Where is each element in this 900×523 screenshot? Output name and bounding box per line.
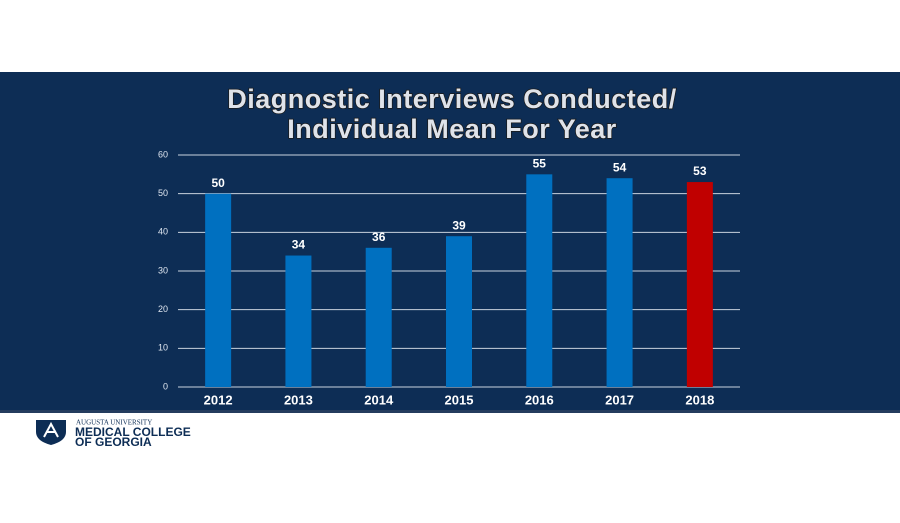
college-name: OF GEORGIA <box>75 435 152 449</box>
bar <box>606 178 633 387</box>
band-edge <box>0 410 900 413</box>
x-tick-label: 2014 <box>364 392 394 407</box>
x-tick-label: 2012 <box>204 392 233 407</box>
y-tick-label: 50 <box>158 188 168 198</box>
chart-title: Diagnostic Interviews Conducted/ <box>227 84 677 114</box>
logo: AUGUSTA UNIVERSITY MEDICAL COLLEGE OF GE… <box>36 419 191 449</box>
bar <box>446 236 472 387</box>
value-label: 50 <box>211 176 225 190</box>
y-tick-label: 0 <box>163 381 168 391</box>
value-label: 53 <box>693 164 707 178</box>
bar <box>365 247 392 387</box>
college-name: MEDICAL COLLEGE <box>75 425 191 439</box>
value-label: 54 <box>613 160 627 174</box>
y-tick-label: 10 <box>158 343 168 353</box>
x-tick-label: 2017 <box>605 392 634 407</box>
x-tick-label: 2016 <box>525 392 554 407</box>
y-tick-label: 20 <box>158 304 168 314</box>
x-tick-label: 2018 <box>685 392 714 407</box>
value-label: 34 <box>292 238 306 252</box>
bar <box>205 193 232 387</box>
y-tick-label: 40 <box>158 227 168 237</box>
x-tick-label: 2015 <box>445 392 474 407</box>
bar <box>686 182 713 387</box>
value-label: 36 <box>372 230 386 244</box>
university-name: AUGUSTA UNIVERSITY <box>76 419 152 427</box>
y-tick-label: 30 <box>158 265 168 275</box>
value-label: 55 <box>533 157 547 171</box>
x-tick-label: 2013 <box>284 392 313 407</box>
bar <box>526 174 553 387</box>
y-tick-label: 60 <box>158 149 168 159</box>
logo-mark <box>43 421 59 438</box>
bar <box>285 255 312 387</box>
chart-title: Individual Mean For Year <box>287 114 617 144</box>
value-label: 39 <box>452 218 466 232</box>
